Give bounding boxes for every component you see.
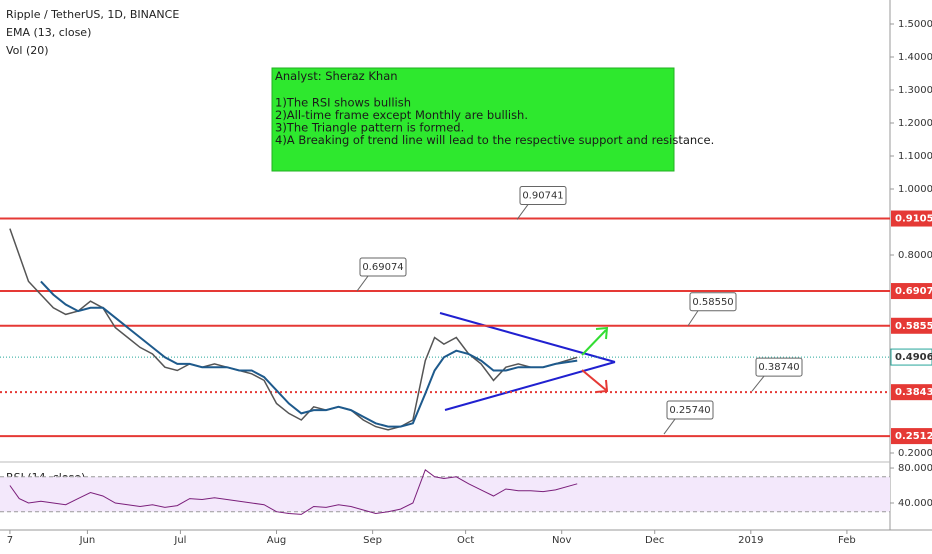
trend-line <box>439 312 616 363</box>
annotation-line: Analyst: Sheraz Khan <box>275 69 398 83</box>
y-tick-label: 1.40000 <box>898 52 932 63</box>
down-arrow <box>581 369 607 391</box>
x-tick-label: Feb <box>838 535 856 546</box>
annotation-line: 1)The RSI shows bullish <box>275 95 411 109</box>
rsi-tick-label: 80.0000 <box>898 463 932 474</box>
annotation-box <box>271 67 675 172</box>
x-tick-label: 7 <box>7 535 13 546</box>
annotation-text: Analyst: Sheraz Khan 1)The RSI shows bull… <box>275 69 714 147</box>
up-arrow <box>581 329 607 356</box>
callout-pointer <box>356 275 369 292</box>
level-box <box>891 428 932 445</box>
callout-label: 0.69074 <box>362 262 403 273</box>
x-tick-label: 2019 <box>738 535 763 546</box>
level-label: 0.38431 <box>895 387 932 398</box>
indicator-label: EMA (13, close) <box>6 26 91 39</box>
callout-label: 0.25740 <box>669 405 710 416</box>
up-arrow-head <box>595 326 609 340</box>
y-tick-label: 1.30000 <box>898 85 932 96</box>
symbol-title: Ripple / TetherUS, 1D, BINANCE <box>6 8 179 21</box>
level-box <box>891 210 932 227</box>
y-tick-label: 1.20000 <box>898 118 932 129</box>
y-tick-label: 0.20000 <box>898 448 932 459</box>
x-tick-label: Jul <box>173 535 186 546</box>
last-price-box <box>890 348 932 366</box>
trend-line <box>444 361 616 411</box>
callout-label: 0.90741 <box>522 191 563 202</box>
callout-pointer <box>663 418 676 435</box>
indicator-label: Vol (20) <box>6 44 49 57</box>
x-tick-label: Aug <box>267 535 287 546</box>
callout-box <box>519 186 567 206</box>
ema-line <box>40 280 578 428</box>
annotation-line: 2)All-time frame except Monthly are bull… <box>275 108 528 122</box>
x-tick-label: Nov <box>552 535 572 546</box>
y-tick-label: 1.10000 <box>898 151 932 162</box>
rsi-line <box>9 468 578 515</box>
callout-pointer <box>751 375 765 392</box>
callout-pointer <box>516 204 529 220</box>
level-label: 0.69074 <box>895 286 932 297</box>
annotation-line: 4)A Breaking of trend line will lead to … <box>275 133 714 147</box>
callout-label: 0.38740 <box>758 362 799 373</box>
last-price-label: 0.49067 <box>895 352 932 363</box>
x-tick-label: Sep <box>363 535 382 546</box>
callout-box <box>666 400 714 420</box>
callout-pointer <box>687 310 699 327</box>
rsi-tick-label: 40.0000 <box>898 498 932 509</box>
level-box <box>891 317 932 334</box>
callout-box <box>755 357 803 377</box>
annotation-line: 3)The Triangle pattern is formed. <box>275 120 464 134</box>
x-tick-label: Jun <box>79 535 96 546</box>
callout-box <box>689 292 737 312</box>
level-box <box>891 283 932 300</box>
y-tick-label: 1.50000 <box>898 19 932 30</box>
rsi-band <box>0 476 890 512</box>
x-tick-label: Dec <box>645 535 664 546</box>
level-label: 0.25121 <box>895 431 932 442</box>
level-box <box>891 384 932 401</box>
x-tick-label: Oct <box>457 535 474 546</box>
callout-label: 0.58550 <box>692 297 733 308</box>
callout-box <box>359 257 407 277</box>
level-label: 0.58550 <box>895 321 932 332</box>
down-arrow-head <box>595 379 609 393</box>
